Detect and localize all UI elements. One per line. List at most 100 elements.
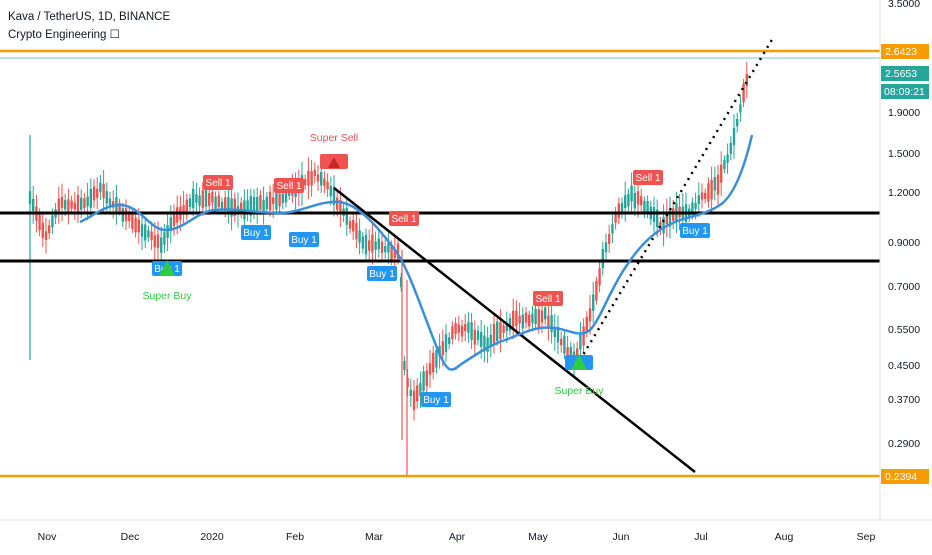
candle-body <box>128 214 131 222</box>
candle-body <box>332 186 336 206</box>
price-tag-last-text: 2.5653 <box>885 68 917 80</box>
signal-buy-7-super[interactable] <box>565 354 593 370</box>
candle-body <box>659 221 662 230</box>
candle-body <box>310 171 313 186</box>
candle-body <box>643 200 646 214</box>
signal-sell-4[interactable]: Sell 1 <box>533 291 563 306</box>
chart-legend: Kava / TetherUS, 1D, BINANCE Crypto Engi… <box>8 8 170 44</box>
candle-body <box>579 333 582 350</box>
candle-body <box>432 352 435 373</box>
candle-body <box>531 313 534 323</box>
candle-body <box>233 198 236 217</box>
signal-buy-4[interactable]: Buy 1 <box>421 392 451 407</box>
candle-body <box>476 330 480 341</box>
candle-body <box>192 188 195 209</box>
time-tick-mar: Mar <box>365 531 384 543</box>
candle-body <box>563 335 566 354</box>
candle-body <box>512 310 515 328</box>
candle-body <box>560 338 563 346</box>
candle-body <box>246 200 249 211</box>
signal-sell-5[interactable]: Sell 1 <box>633 170 663 185</box>
signal-buy-3[interactable]: Buy 1 <box>367 266 397 281</box>
time-tick-jun: Jun <box>613 531 630 543</box>
candle-body <box>451 326 454 340</box>
candle-body <box>617 203 620 219</box>
candle-body <box>252 197 256 211</box>
signal-buy-1[interactable]: Buy 1 <box>241 225 271 240</box>
candle-body <box>102 184 105 199</box>
candle-body <box>419 383 422 397</box>
candle-body <box>38 214 41 230</box>
candle-body <box>496 321 499 342</box>
candle-body <box>464 324 467 332</box>
candle-body <box>422 371 425 391</box>
candle-body <box>182 204 185 212</box>
super-buy-triangle-icon <box>159 260 175 276</box>
signal-sell-3[interactable]: Sell 1 <box>389 211 419 226</box>
candle-body <box>739 104 742 113</box>
candle-body <box>592 294 595 311</box>
candle-body <box>224 197 227 211</box>
signal-sell-4-text: Sell 1 <box>535 294 560 305</box>
candle-body <box>534 308 537 325</box>
candle-body <box>528 314 531 327</box>
candle-body <box>265 196 268 210</box>
candle-body <box>262 199 265 212</box>
signal-buy-5[interactable]: Buy 1 <box>680 223 710 238</box>
candle-body <box>134 217 137 233</box>
candle-body <box>707 183 710 202</box>
candle-body <box>304 179 307 186</box>
candle-body <box>278 193 281 207</box>
signal-buy-2[interactable]: Buy 1 <box>289 232 319 247</box>
candle-body <box>454 322 457 334</box>
signal-buy-6-super[interactable]: Buy 1 <box>152 260 182 276</box>
candle-body <box>131 211 134 229</box>
candle-body <box>486 337 489 352</box>
signal-sell-5-text: Sell 1 <box>635 173 660 184</box>
signal-super-sell-marker[interactable] <box>320 154 348 169</box>
candle-body <box>518 315 521 324</box>
indicator-title[interactable]: Crypto Engineering ☐ <box>8 29 120 41</box>
candle-body <box>700 192 704 200</box>
signal-sell-2[interactable]: Sell 1 <box>274 178 304 193</box>
candle-body <box>508 318 512 331</box>
candle-body <box>204 188 208 207</box>
candle-body <box>668 208 672 227</box>
candle-body <box>524 312 528 323</box>
candle-body <box>492 323 496 344</box>
candle-body <box>672 208 675 221</box>
candle-body <box>745 73 748 86</box>
candle-body <box>80 197 83 210</box>
candle-body <box>588 308 592 322</box>
price-tag-countdown-text: 08:09:21 <box>884 86 925 98</box>
candle-body <box>275 192 278 210</box>
candle-body <box>166 225 169 239</box>
price-tag-high: 2.6423 <box>881 44 929 59</box>
candle-body <box>710 179 713 200</box>
candle-body <box>636 191 640 205</box>
signal-buy-2-text: Buy 1 <box>291 235 317 246</box>
symbol-title[interactable]: Kava / TetherUS, 1D, BINANCE <box>8 11 171 23</box>
candle-body <box>339 199 342 215</box>
time-axis-ticks: Nov Dec 2020 Feb Mar Apr May Jun Jul Aug… <box>38 531 876 543</box>
signal-buy-1-text: Buy 1 <box>243 228 269 239</box>
signal-sell-1[interactable]: Sell 1 <box>203 175 233 190</box>
time-axis-panel[interactable] <box>0 520 932 550</box>
candle-body <box>595 280 598 301</box>
candle-body <box>195 194 198 203</box>
candle-body <box>60 197 64 208</box>
candle-body <box>380 241 384 254</box>
signal-super-sell-text: Super Sell <box>310 132 358 144</box>
candle-body <box>736 119 739 127</box>
candle-body <box>208 193 211 206</box>
price-tag-last: 2.5653 <box>881 66 929 81</box>
super-buy-triangle-icon-2 <box>571 354 587 370</box>
downtrend-line[interactable] <box>333 187 696 473</box>
price-tick-1-2: 1.2000 <box>888 187 920 199</box>
candle-body <box>460 325 464 337</box>
candle-body <box>662 217 665 234</box>
candle-body <box>726 154 729 163</box>
candle-body <box>83 198 86 209</box>
